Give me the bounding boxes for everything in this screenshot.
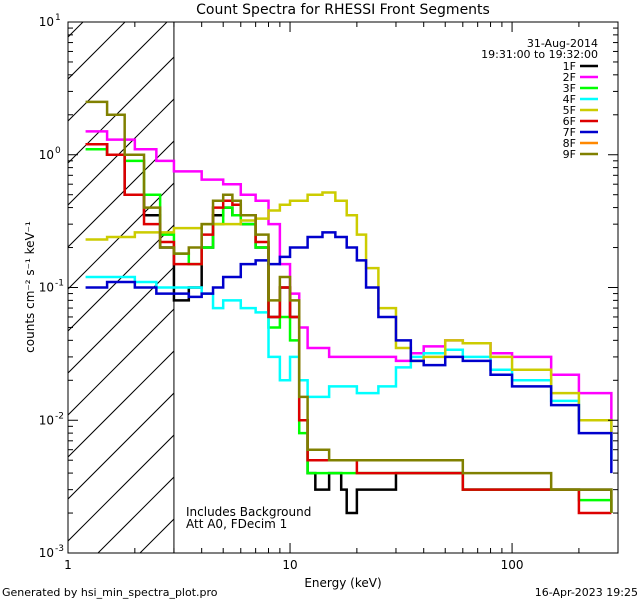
x-tick-label: 10	[282, 558, 297, 572]
series-line-7F	[85, 231, 613, 474]
y-tick-exponent: -1	[55, 279, 64, 289]
x-tick-label: 100	[501, 558, 524, 572]
legend-label-1F: 1F	[563, 60, 576, 73]
footer-generated-by: Generated by hsi_min_spectra_plot.pro	[2, 586, 218, 599]
series-line-9F	[85, 100, 613, 514]
hatch-line	[68, 434, 174, 542]
x-tick-label: 1	[64, 558, 72, 572]
annotation-background: Includes Background	[186, 505, 311, 519]
series-line-1F	[85, 142, 613, 515]
annotation-attenuator: Att A0, FDecim 1	[186, 517, 287, 531]
legend-label-7F: 7F	[563, 126, 576, 139]
legend-label-3F: 3F	[563, 82, 576, 95]
y-tick-label: 10	[39, 15, 54, 29]
axis-ticks	[67, 21, 619, 554]
footer-timestamp: 16-Apr-2023 19:25	[535, 586, 638, 599]
series-line-3F	[85, 148, 613, 514]
series-lines	[85, 100, 613, 515]
y-tick-exponent: -3	[55, 544, 64, 554]
legend-label-4F: 4F	[563, 93, 576, 106]
time-range-label: 19:31:00 to 19:32:00	[481, 48, 598, 61]
y-tick-exponent: -2	[55, 411, 64, 421]
legend-label-2F: 2F	[563, 71, 576, 84]
y-tick-label: 10	[39, 148, 54, 162]
hatch-line	[68, 56, 174, 164]
y-axis-label: counts cm⁻² s⁻¹ keV⁻¹	[23, 221, 37, 353]
legend-label-8F: 8F	[563, 137, 576, 150]
legend-label-5F: 5F	[563, 104, 576, 117]
hatch-line	[68, 392, 174, 500]
y-tick-exponent: 1	[55, 13, 61, 23]
hatch-line	[68, 224, 174, 332]
y-tick-label: 10	[39, 546, 54, 560]
series-line-2F	[85, 130, 613, 434]
hatch-line	[68, 22, 168, 122]
y-tick-label: 10	[39, 281, 54, 295]
hatch-line	[68, 98, 174, 206]
legend-label-9F: 9F	[563, 148, 576, 161]
series-line-5F	[85, 191, 613, 450]
chart-title: Count Spectra for RHESSI Front Segments	[196, 2, 490, 18]
x-axis-label: Energy (keV)	[304, 576, 381, 590]
y-tick-exponent: 0	[55, 146, 61, 156]
date-label: 31-Aug-2014	[527, 37, 598, 50]
y-tick-label: 10	[39, 413, 54, 427]
legend-label-6F: 6F	[563, 115, 576, 128]
series-line-6F	[85, 142, 612, 515]
